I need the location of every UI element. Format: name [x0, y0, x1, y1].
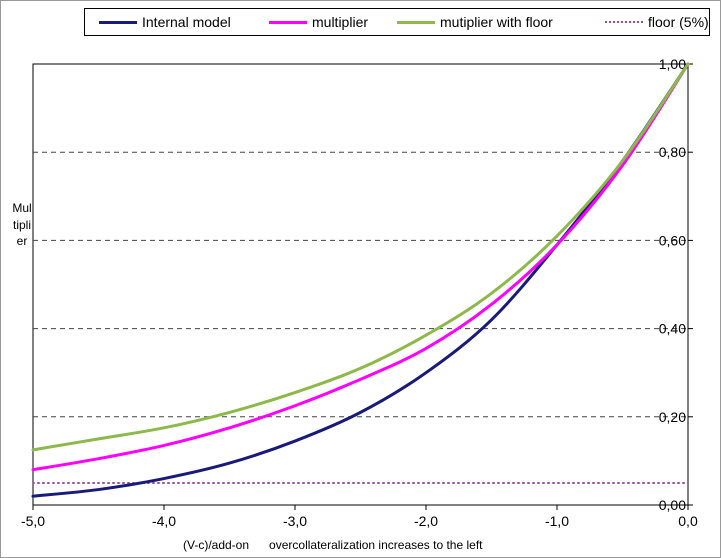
series-line-multiplier [31, 62, 690, 472]
x-tick-label: 0,0 [678, 513, 698, 529]
legend-label: floor (5%) [648, 14, 709, 30]
legend-item: floor (5%) [605, 9, 709, 35]
series-line-mutiplier-with-floor [31, 62, 690, 452]
legend-swatch [99, 20, 137, 24]
y-axis: 0,00 0,20 0,40 0,60 0,80 1,00 [659, 56, 693, 513]
legend: Internal model multiplier mutiplier with f… [84, 8, 710, 36]
grid-lines [33, 151, 688, 418]
x-tick-label: -3,0 [283, 513, 307, 529]
legend-item: multiplier [269, 9, 368, 35]
series-line-internal-model [31, 62, 690, 498]
y-tick-label: 0,40 [659, 321, 686, 337]
x-tick-label: -1,0 [545, 513, 569, 529]
legend-swatch [269, 20, 307, 24]
x-tick-label: -2,0 [414, 513, 438, 529]
legend-label: mutiplier with floor [440, 14, 553, 30]
y-tick-label: 0,20 [659, 409, 686, 425]
x-axis-title: (V-c)/add-on overcollateralization incre… [183, 538, 483, 552]
x-tick-label: -5,0 [21, 513, 45, 529]
legend-item: Internal model [99, 9, 231, 35]
series-group [31, 62, 690, 498]
legend-item: mutiplier with floor [397, 9, 553, 35]
plot-area [32, 63, 689, 506]
legend-swatch [397, 20, 435, 24]
y-tick-label: 0,80 [659, 144, 686, 160]
legend-swatch [605, 21, 643, 23]
legend-label: Internal model [142, 14, 231, 30]
legend-label: multiplier [312, 14, 369, 30]
x-axis-note: overcollateralization increases to the l… [269, 538, 483, 552]
y-axis-title: Multiplier [12, 201, 32, 249]
y-tick-label: 0,60 [659, 232, 686, 248]
y-tick-label: 1,00 [659, 56, 686, 72]
x-tick-label: -4,0 [152, 513, 176, 529]
x-axis: -5,0 -4,0 -3,0 -2,0 -1,0 0,0 [21, 505, 698, 529]
y-tick-label: 0,00 [659, 497, 686, 513]
x-axis-label: (V-c)/add-on [183, 538, 250, 552]
